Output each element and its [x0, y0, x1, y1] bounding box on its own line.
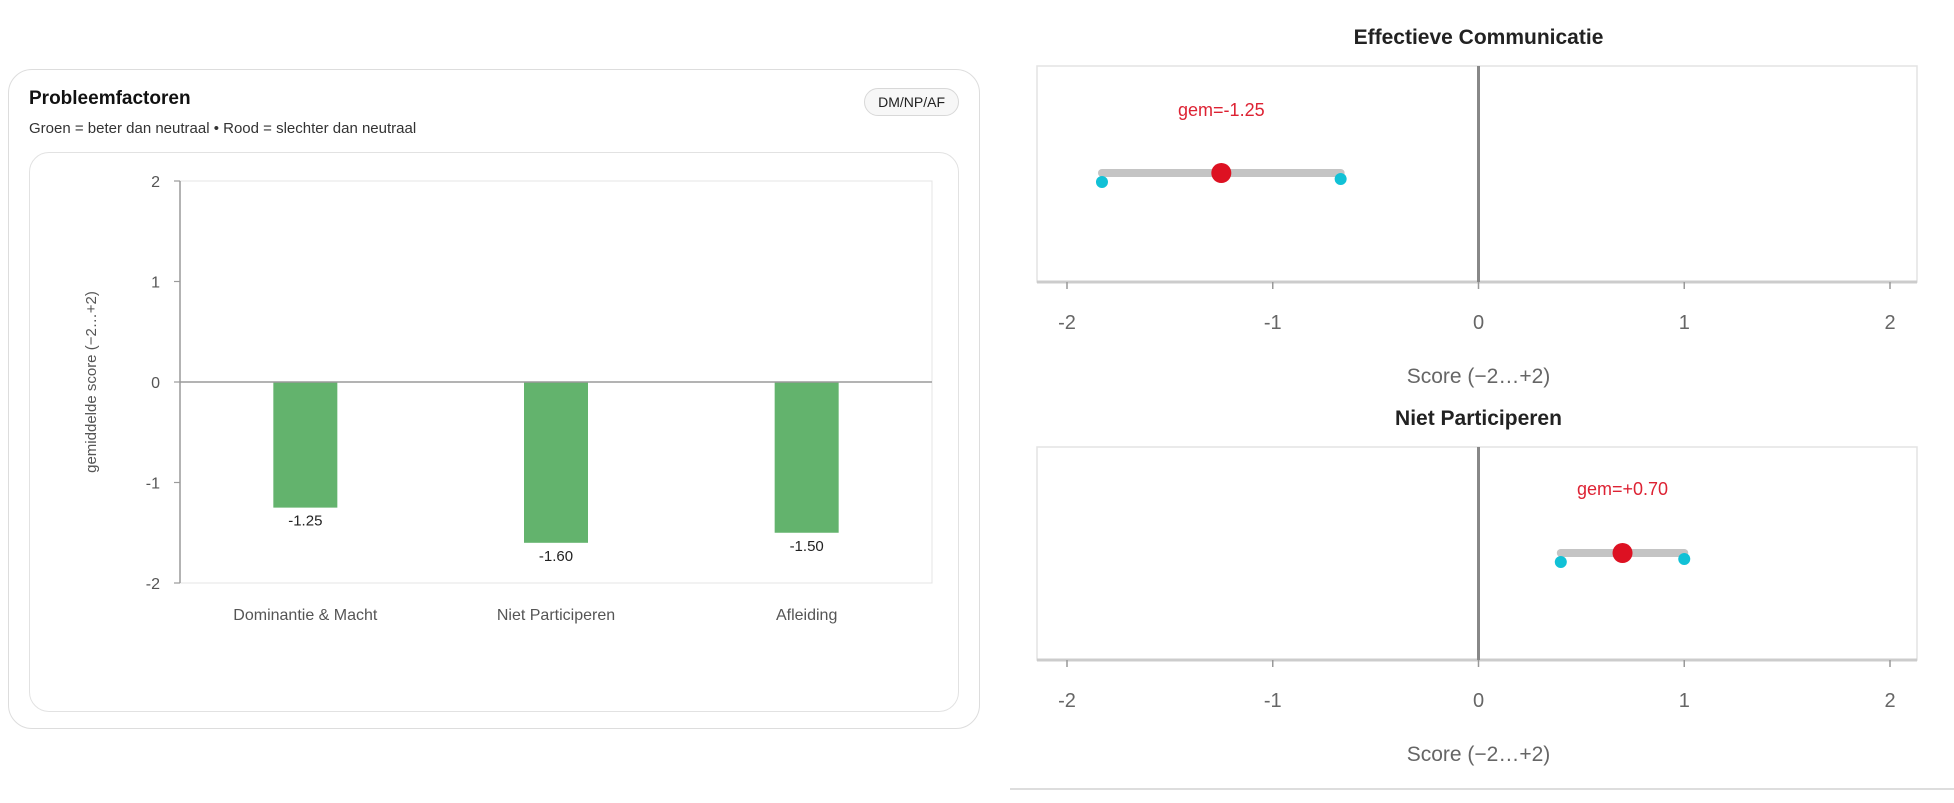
y-tick-label: 2 [151, 174, 160, 191]
factor-badge[interactable]: DM/NP/AF [864, 88, 959, 116]
x-category-label: Niet Participeren [497, 607, 615, 624]
x-tick-label: 2 [1884, 690, 1895, 712]
range-max-dot [1334, 173, 1347, 185]
x-tick-label: 0 [1473, 690, 1484, 712]
y-tick-label: -1 [146, 476, 160, 493]
x-tick-label: -1 [1264, 690, 1282, 712]
bar [774, 382, 839, 533]
range-min-dot [1554, 556, 1567, 568]
y-tick-label: -2 [146, 576, 160, 593]
x-tick-label: 2 [1884, 312, 1895, 334]
y-tick-label: 1 [151, 275, 160, 292]
bar-value-label: -1.25 [288, 513, 322, 530]
x-tick-label: 0 [1473, 312, 1484, 334]
range-max-dot [1678, 553, 1691, 565]
panel-title: Niet Participeren [1395, 407, 1562, 430]
panel-title: Effectieve Communicatie [1354, 26, 1604, 49]
x-tick-label: -2 [1058, 690, 1076, 712]
x-tick-label: 1 [1679, 690, 1690, 712]
probleemfactoren-card: Probleemfactoren Groen = beter dan neutr… [8, 69, 980, 729]
mean-marker [1612, 543, 1633, 563]
x-tick-label: -1 [1264, 312, 1282, 334]
x-tick-label: -2 [1058, 312, 1076, 334]
x-axis-label: Score (−2…+2) [1407, 365, 1551, 388]
dot-range-charts: Effectieve Communicatie -2 -1 0 1 2 Score (−2…… [1036, 26, 1918, 766]
bar [273, 382, 338, 508]
bar-chart-container: 2 1 0 -1 -2 gemiddelde score (−2…+2) -1.25 Domi… [29, 152, 959, 712]
bar-value-label: -1.60 [539, 548, 573, 565]
bar-value-label: -1.50 [790, 538, 824, 555]
card-title: Probleemfactoren [29, 88, 191, 109]
range-min-dot [1095, 176, 1108, 188]
bar [524, 382, 588, 543]
x-axis-label: Score (−2…+2) [1407, 743, 1551, 766]
x-category-label: Afleiding [776, 607, 837, 624]
x-category-label: Dominantie & Macht [233, 607, 378, 624]
x-tick-label: 1 [1679, 312, 1690, 334]
bottom-divider [1010, 788, 1954, 790]
mean-label: gem=-1.25 [1178, 100, 1265, 120]
mean-marker [1211, 163, 1232, 183]
card-subtitle: Groen = beter dan neutraal • Rood = slec… [29, 120, 417, 137]
y-tick-label: 0 [151, 375, 160, 392]
mean-label: gem=+0.70 [1577, 479, 1668, 499]
y-axis-label: gemiddelde score (−2…+2) [83, 291, 100, 473]
bar-chart: 2 1 0 -1 -2 gemiddelde score (−2…+2) -1.25 Domi… [83, 174, 933, 624]
